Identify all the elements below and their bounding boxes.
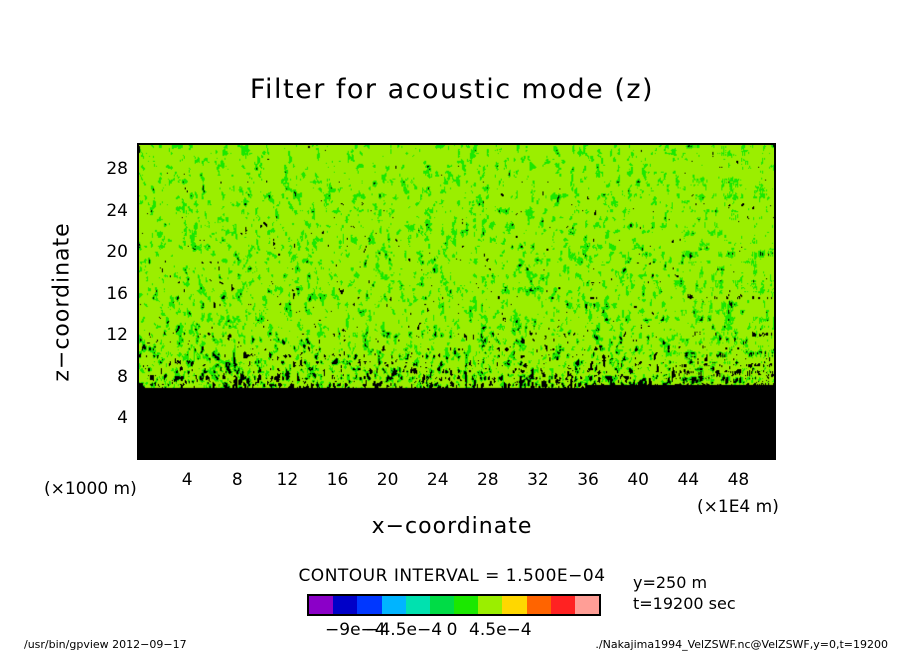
y-tick-24: 24 [106, 200, 128, 221]
colorbar [307, 594, 601, 616]
x-tick-4: 4 [181, 470, 193, 490]
x-tick-8: 8 [231, 470, 243, 490]
plot-area [137, 143, 776, 460]
x-tick-24: 24 [426, 470, 449, 490]
footer-command-info: /usr/bin/gpview 2012−09−17 [24, 638, 187, 651]
colorbar-tick-3: 4.5e−4 [469, 620, 532, 640]
colorbar-swatch-0 [309, 596, 334, 614]
colorbar-tick-0: −9e−4 [325, 620, 386, 640]
contour-plot-canvas [139, 145, 774, 458]
colorbar-swatch-6 [454, 596, 479, 614]
footer-datafile-info: ./Nakajima1994_VelZSWF.nc@VelZSWF,y=0,t=… [595, 638, 888, 651]
y-axis-title: z−coordinate [49, 222, 75, 382]
y-tick-4: 4 [117, 408, 128, 429]
colorbar-tick-2: 0 [446, 620, 458, 640]
x-tick-20: 20 [376, 470, 399, 490]
y-tick-8: 8 [117, 366, 128, 387]
colorbar-swatch-7 [478, 596, 503, 614]
y-tick-28: 28 [106, 158, 128, 179]
plot-annotation: y=250 m t=19200 sec [633, 572, 736, 614]
colorbar-swatch-11 [574, 596, 600, 614]
x-tick-36: 36 [577, 470, 599, 490]
x-tick-12: 12 [276, 470, 299, 490]
page-title: Filter for acoustic mode (z) [249, 74, 655, 105]
x-tick-32: 32 [527, 470, 549, 490]
colorbar-swatch-8 [502, 596, 527, 614]
x-tick-44: 44 [677, 470, 700, 490]
colorbar-tick-labels: −9e−4 −4.5e−4 0 4.5e−4 [307, 620, 597, 640]
colorbar-swatch-4 [405, 596, 430, 614]
x-axis-title: x−coordinate [371, 514, 533, 539]
y-tick-20: 20 [106, 242, 128, 263]
y-tick-16: 16 [106, 283, 128, 304]
colorbar-swatch-2 [357, 596, 382, 614]
colorbar-swatch-9 [526, 596, 551, 614]
x-tick-40: 40 [627, 470, 649, 490]
x-axis-unit-label: (×1E4 m) [697, 497, 779, 517]
y-tick-12: 12 [106, 325, 128, 346]
x-tick-28: 28 [476, 470, 499, 490]
colorbar-swatch-1 [333, 596, 358, 614]
x-tick-16: 16 [326, 470, 349, 490]
y-axis-unit-label: (×1000 m) [44, 479, 137, 499]
contour-interval-caption: CONTOUR INTERVAL = 1.500E−04 [298, 566, 606, 586]
x-tick-48: 48 [727, 470, 750, 490]
colorbar-swatch-5 [429, 596, 455, 614]
colorbar-swatch-3 [381, 596, 406, 614]
annotation-t-value: t=19200 sec [633, 594, 736, 613]
colorbar-tick-1: −4.5e−4 [365, 620, 443, 640]
annotation-y-value: y=250 m [633, 573, 708, 592]
colorbar-swatch-10 [550, 596, 575, 614]
